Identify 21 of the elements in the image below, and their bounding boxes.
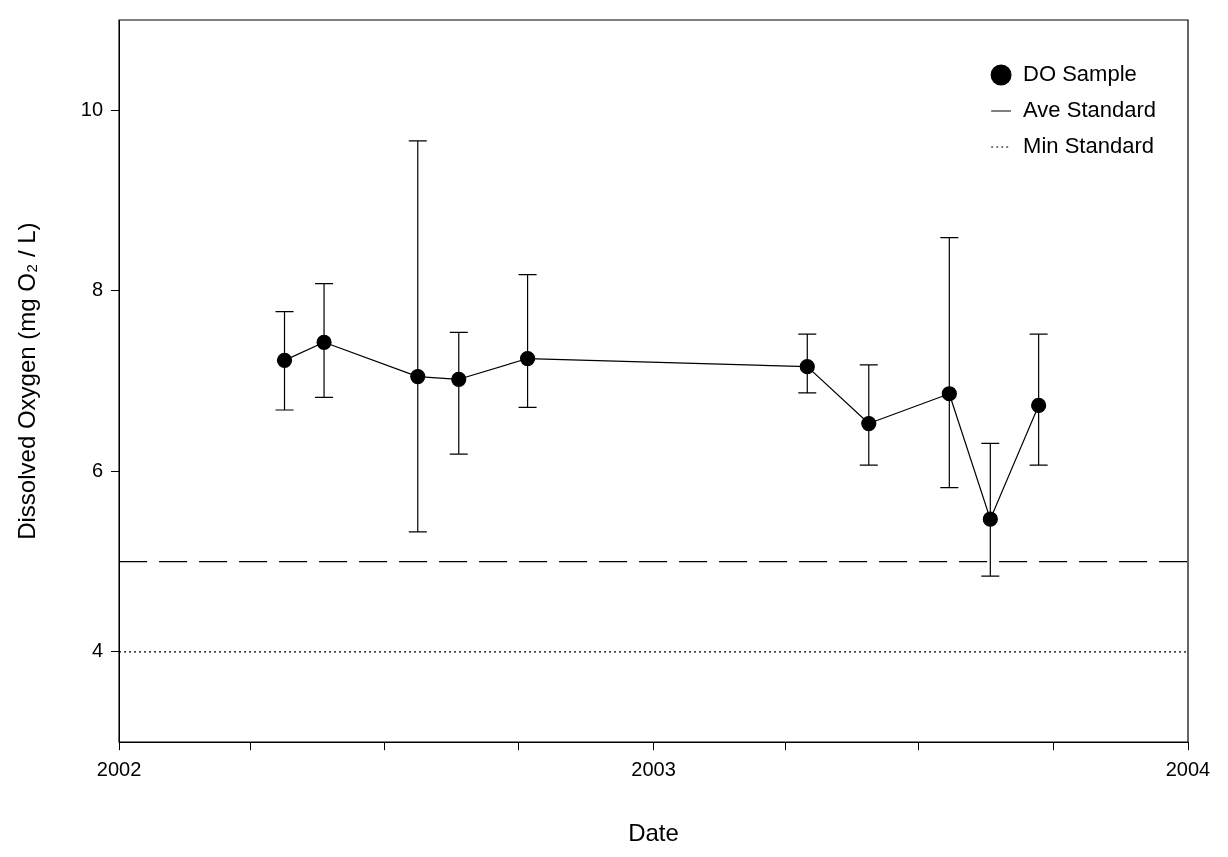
x-axis-title: Date [628,819,679,847]
x-tick-label: 2003 [631,757,676,780]
point [276,352,293,368]
point [410,368,426,385]
point [861,415,877,432]
point [941,386,957,402]
point [799,359,815,375]
legend-label: DO Sample [1023,61,1137,87]
point [982,511,998,527]
x-tick-label: 2004 [1165,757,1211,780]
point [1031,397,1047,414]
legend-label: Ave Standard [1023,97,1157,123]
y-tick-label: 6 [91,458,104,481]
y-tick-label: 10 [80,97,104,120]
x-tick-label: 2002 [96,757,142,780]
point [451,371,467,387]
legend-label: Min Standard [1023,133,1154,159]
point [519,350,536,367]
y-tick-label: 8 [91,278,104,301]
y-axis-title: Dissolved Oxygen (mg O₂ / L) [13,222,41,540]
y-tick-label: 4 [91,639,104,662]
